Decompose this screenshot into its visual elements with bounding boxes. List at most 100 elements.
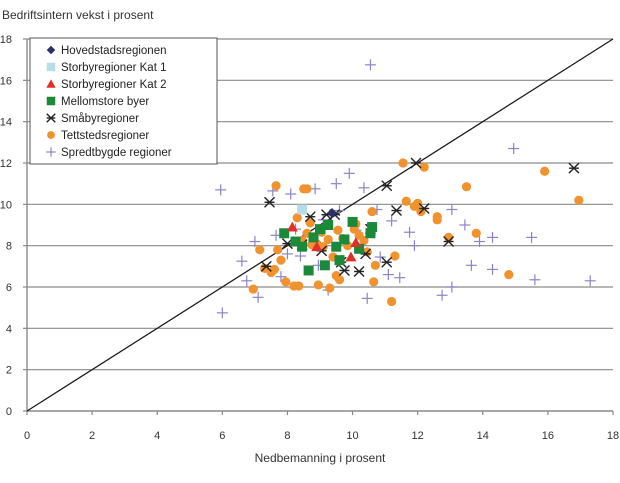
legend-marker-asterisk-icon [46, 113, 56, 123]
y-tick-label: 12 [0, 158, 12, 170]
data-point [436, 289, 448, 301]
y-tick-labels: 0 2 4 6 8 10 12 14 16 18 [0, 34, 27, 418]
data-point [529, 274, 541, 286]
data-point [275, 271, 287, 283]
data-point [273, 245, 283, 255]
data-point [350, 237, 362, 247]
legend-marker-square-icon [46, 96, 56, 106]
x-tick-label: 18 [607, 430, 619, 442]
data-point [487, 231, 499, 243]
legend-item: Spredtbygde regioner [46, 147, 172, 159]
data-point [461, 182, 472, 192]
data-point [215, 184, 227, 196]
data-point [508, 143, 520, 155]
x-tick-label: 0 [24, 430, 30, 442]
series-tettstedsregioner [248, 158, 584, 307]
data-point [281, 277, 291, 287]
legend-item: Mellomstore byer [46, 96, 149, 108]
data-point [302, 184, 312, 194]
data-point [290, 236, 301, 247]
data-point [487, 263, 499, 275]
legend-marker-circle-icon [47, 131, 55, 139]
data-point [323, 234, 333, 245]
data-point [381, 256, 393, 268]
x-tick-label: 6 [219, 430, 225, 442]
data-point [401, 196, 411, 206]
data-point [281, 248, 293, 260]
legend-label: Tettstedsregioner [61, 130, 149, 142]
data-point [297, 204, 308, 215]
data-point [249, 236, 261, 248]
x-tick-label: 12 [412, 430, 424, 442]
data-point [241, 275, 253, 287]
data-point [354, 243, 365, 254]
data-point [313, 280, 323, 290]
x-tick-labels: 0 2 4 6 8 10 12 14 16 18 [24, 411, 619, 442]
data-point [394, 272, 406, 284]
data-point [297, 241, 308, 252]
data-point [443, 236, 455, 248]
y-tick-label: 18 [0, 34, 12, 46]
data-point [387, 296, 397, 307]
data-points [215, 59, 596, 319]
data-point [474, 236, 486, 248]
data-point [408, 240, 420, 252]
data-point [252, 291, 264, 303]
legend-marker-plus-icon [46, 147, 56, 157]
legend-item: Småbyregioner [46, 113, 139, 125]
data-point [370, 260, 380, 270]
data-point [381, 180, 393, 192]
data-point [446, 204, 458, 215]
data-point [404, 226, 416, 238]
data-point [374, 251, 386, 263]
series-storbyregioner-kat-2 [286, 221, 362, 262]
data-point [292, 213, 302, 223]
y-axis-title: Bedriftsintern vekst i prosent [2, 8, 154, 22]
data-point [390, 251, 400, 261]
legend-label: Storbyregioner Kat 2 [61, 79, 166, 91]
data-point [303, 265, 314, 276]
data-point [248, 284, 258, 294]
axes [26, 39, 613, 412]
data-point [347, 216, 358, 227]
legend-label: Storbyregioner Kat 1 [61, 62, 166, 74]
data-point [327, 208, 338, 219]
data-point [331, 271, 341, 281]
data-point [358, 182, 370, 194]
data-point [361, 292, 373, 304]
data-point [526, 231, 538, 243]
x-tick-label: 16 [542, 430, 554, 442]
y-tick-label: 16 [0, 75, 12, 87]
data-point [255, 245, 265, 255]
y-tick-label: 8 [6, 241, 12, 253]
data-point [216, 307, 228, 319]
data-point [418, 202, 430, 214]
data-point [330, 178, 342, 190]
data-point [364, 59, 376, 71]
legend-marker-triangle-icon [46, 79, 56, 88]
data-point [260, 260, 272, 272]
data-point [334, 255, 345, 266]
data-point [413, 198, 423, 208]
data-point [325, 283, 335, 293]
legend-marker-diamond-icon [46, 45, 56, 55]
data-point [568, 162, 580, 174]
data-point [338, 264, 350, 276]
data-point [339, 234, 350, 245]
data-point [365, 228, 376, 239]
data-point [386, 215, 398, 227]
legend-box [29, 37, 218, 165]
data-point [391, 205, 403, 217]
data-point [271, 181, 281, 191]
data-point [419, 162, 429, 172]
legend-item: Tettstedsregioner [47, 130, 149, 142]
x-tick-label: 14 [477, 430, 489, 442]
data-point [432, 215, 442, 225]
data-point [279, 228, 290, 239]
legend-label: Spredtbygde regioner [61, 147, 172, 159]
y-tick-label: 4 [6, 323, 12, 335]
data-point [398, 158, 408, 168]
series-spredtbygde-regioner [215, 59, 596, 319]
data-point [264, 196, 276, 208]
